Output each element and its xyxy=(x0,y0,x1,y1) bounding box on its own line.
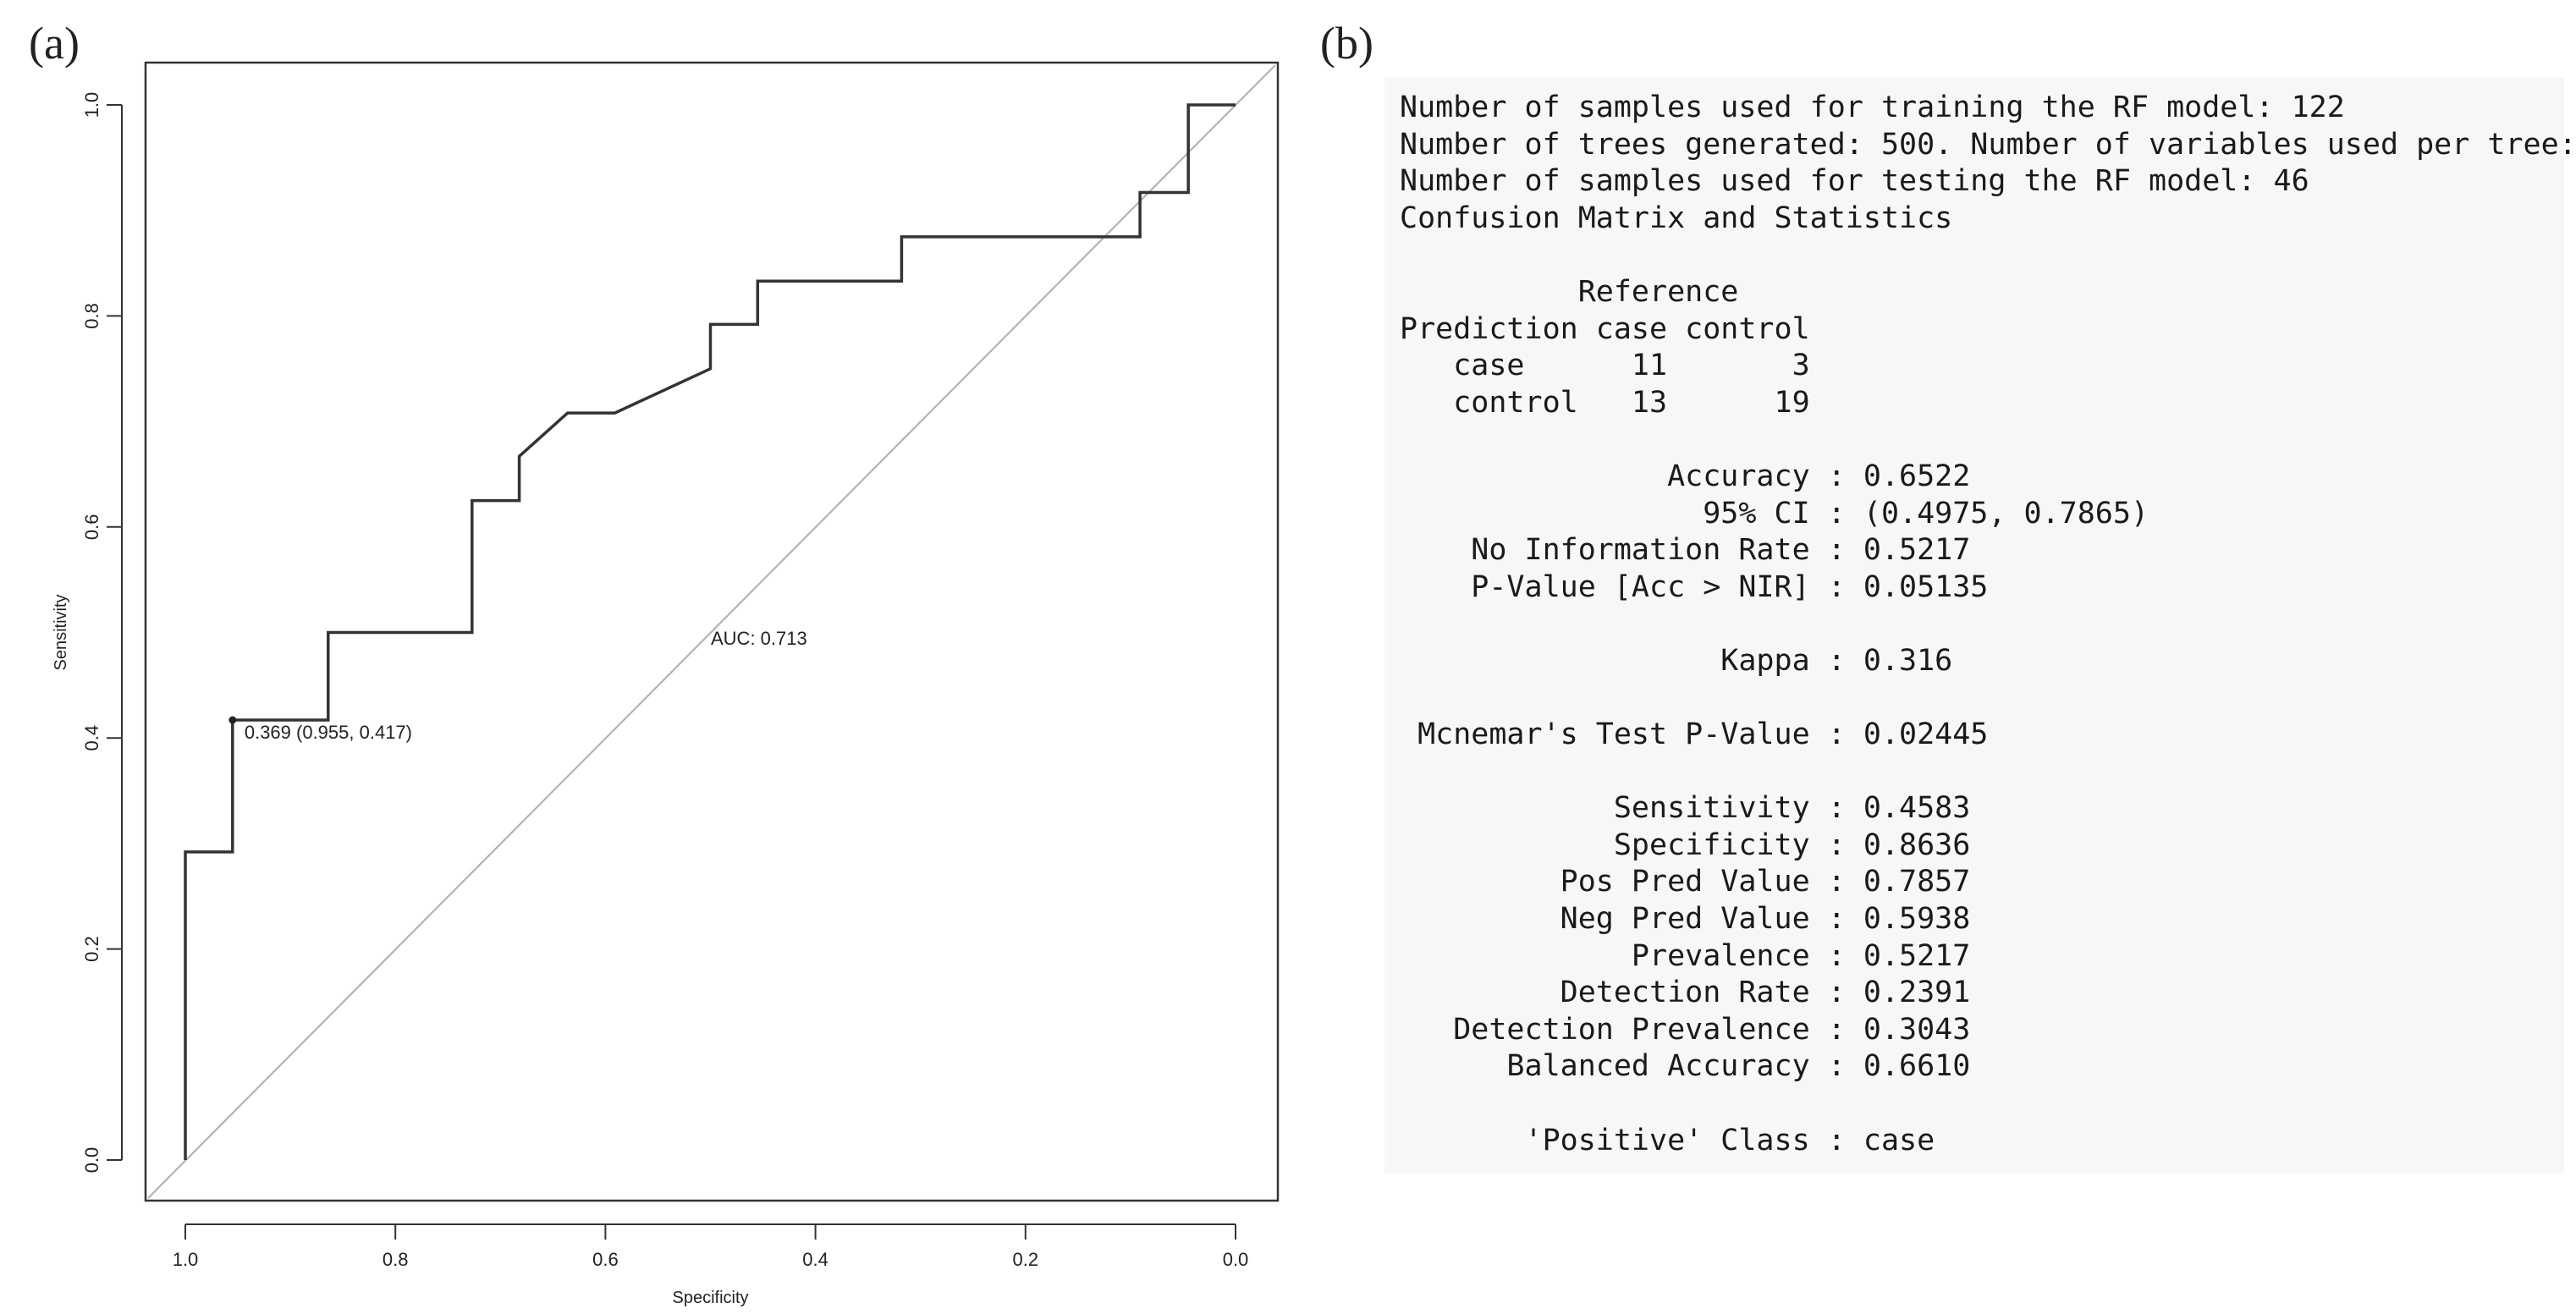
y-axis-title: Sensitivity xyxy=(52,594,70,670)
y-tick-label: 0.0 xyxy=(81,1147,102,1174)
panel-a-label: (a) xyxy=(29,18,80,69)
x-tick-label: 0.6 xyxy=(592,1249,619,1270)
roc-chart: 0.0 0.2 0.4 0.6 0.8 1.0 1.0 0.8 0.6 0.4 0.2 0.0 0.… xyxy=(52,61,1280,1307)
console-output-panel: Number of samples used for training the … xyxy=(1384,78,2576,1173)
x-axis-title: Specificity xyxy=(672,1289,748,1307)
threshold-label: 0.369 (0.955, 0.417) xyxy=(245,722,412,743)
console-output-text: Number of samples used for training the … xyxy=(1400,91,2576,1157)
x-tick-label: 0.0 xyxy=(1223,1249,1249,1270)
x-tick-label: 0.2 xyxy=(1013,1249,1039,1270)
roc-curve xyxy=(184,103,1236,1160)
y-tick-label: 0.2 xyxy=(81,936,102,962)
y-tick-label: 1.0 xyxy=(81,92,102,118)
panel-b-label: (b) xyxy=(1320,18,1373,69)
x-tick-label: 0.4 xyxy=(802,1249,828,1270)
threshold-point xyxy=(228,716,237,724)
y-tick-label: 0.6 xyxy=(81,514,102,541)
auc-annotation: AUC: 0.713 xyxy=(711,628,807,649)
x-tick-label: 1.0 xyxy=(173,1249,199,1270)
x-axis: 1.0 0.8 0.6 0.4 0.2 0.0 xyxy=(173,1223,1249,1270)
y-tick-label: 0.4 xyxy=(81,725,102,751)
y-axis: 0.0 0.2 0.4 0.6 0.8 1.0 xyxy=(81,92,123,1174)
chance-diagonal-line xyxy=(147,64,1276,1199)
plot-frame xyxy=(144,61,1280,1202)
x-tick-label: 0.8 xyxy=(383,1249,409,1270)
y-tick-label: 0.8 xyxy=(81,303,102,329)
